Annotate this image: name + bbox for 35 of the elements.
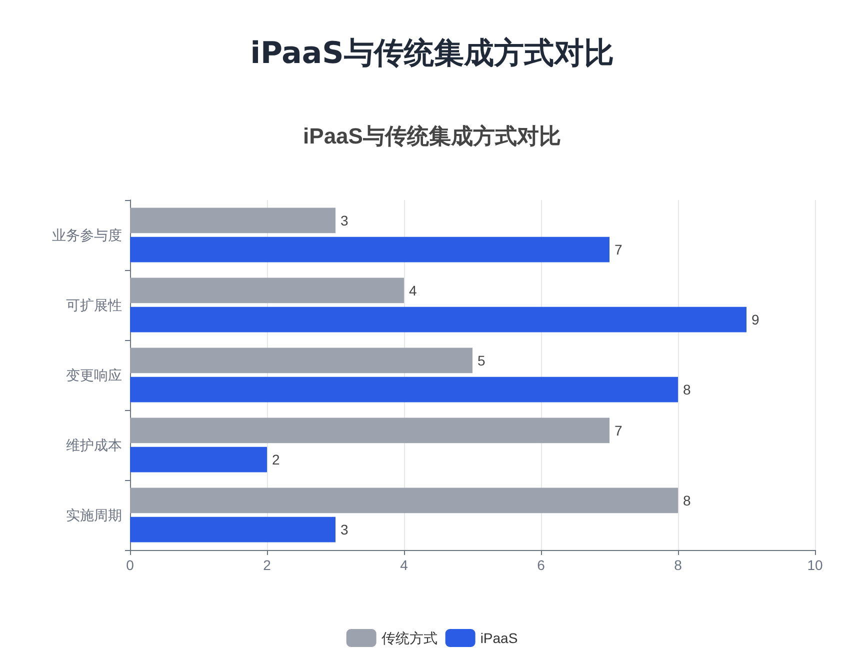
bar	[130, 446, 267, 472]
bar	[130, 376, 678, 402]
bar	[130, 236, 610, 262]
bar	[130, 488, 678, 514]
y-tick-label: 业务参与度	[52, 227, 122, 243]
legend-label: 传统方式	[381, 630, 438, 646]
bar	[130, 516, 336, 542]
x-tick-label: 10	[807, 557, 823, 573]
bar	[130, 278, 404, 304]
bar	[130, 348, 472, 374]
data-label: 4	[409, 282, 417, 298]
data-label: 3	[340, 212, 348, 228]
data-label: 3	[340, 522, 348, 538]
bar	[130, 306, 746, 332]
x-tick-label: 6	[537, 557, 546, 573]
y-tick-label: 变更响应	[66, 367, 122, 383]
legend-label: iPaaS	[480, 630, 518, 646]
x-tick-label: 8	[674, 557, 682, 573]
x-tick-label: 0	[126, 557, 134, 573]
y-tick-label: 可扩展性	[66, 297, 122, 313]
x-tick-label: 4	[400, 557, 408, 573]
data-label: 7	[614, 242, 622, 258]
y-tick-label: 维护成本	[66, 437, 122, 453]
data-label: 8	[683, 382, 691, 398]
data-label: 7	[614, 422, 622, 438]
chart-title: iPaaS与传统集成方式对比	[303, 124, 561, 148]
bar	[130, 208, 336, 234]
x-tick-label: 2	[263, 557, 272, 573]
chart-title: iPaaS与传统集成方式对比	[250, 36, 614, 71]
bar	[130, 418, 610, 444]
y-tick-label: 实施周期	[66, 507, 122, 523]
data-label: 8	[683, 492, 691, 508]
data-label: 9	[752, 312, 760, 328]
data-label: 5	[478, 352, 486, 368]
data-label: 2	[272, 452, 280, 468]
